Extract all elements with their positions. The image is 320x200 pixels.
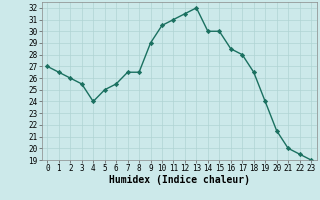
X-axis label: Humidex (Indice chaleur): Humidex (Indice chaleur) xyxy=(109,175,250,185)
